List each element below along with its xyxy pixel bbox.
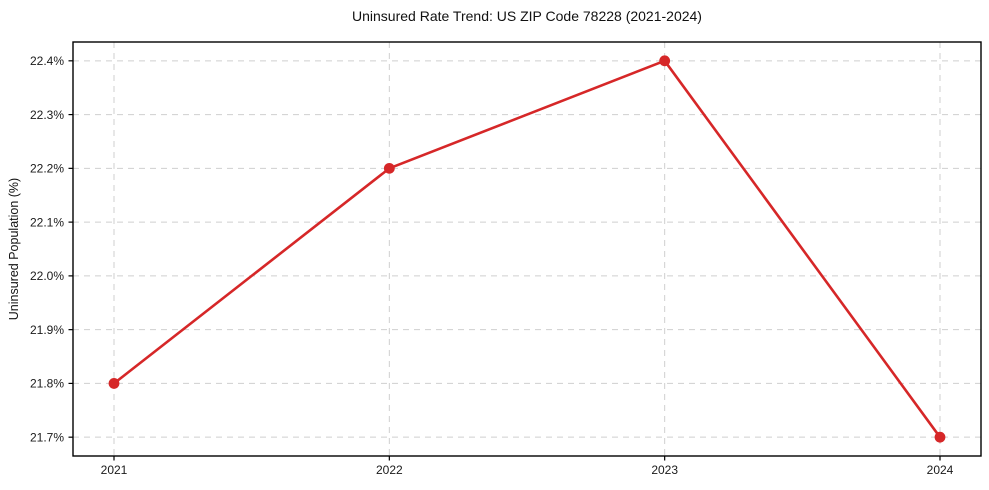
y-tick-label: 22.0% [30, 269, 64, 283]
trend-line [112, 59, 942, 439]
y-tick-label: 22.2% [30, 162, 64, 176]
y-tick-label: 22.1% [30, 215, 64, 229]
y-tick-label: 21.7% [30, 430, 64, 444]
y-tick-label: 22.4% [30, 54, 64, 68]
data-point [934, 431, 946, 443]
y-tick-label: 22.3% [30, 108, 64, 122]
data-point [659, 55, 671, 67]
x-tick-label: 2024 [927, 463, 954, 477]
data-point [383, 162, 395, 174]
y-tick-label: 21.9% [30, 323, 64, 337]
data-point [108, 378, 120, 389]
x-tick-label: 2023 [651, 463, 678, 477]
y-tick-label: 21.8% [30, 377, 64, 391]
plot-border [72, 41, 982, 457]
chart-title: Uninsured Rate Trend: US ZIP Code 78228 … [352, 8, 702, 24]
x-tick-label: 2022 [376, 463, 403, 477]
x-tick-label: 2021 [101, 463, 128, 477]
